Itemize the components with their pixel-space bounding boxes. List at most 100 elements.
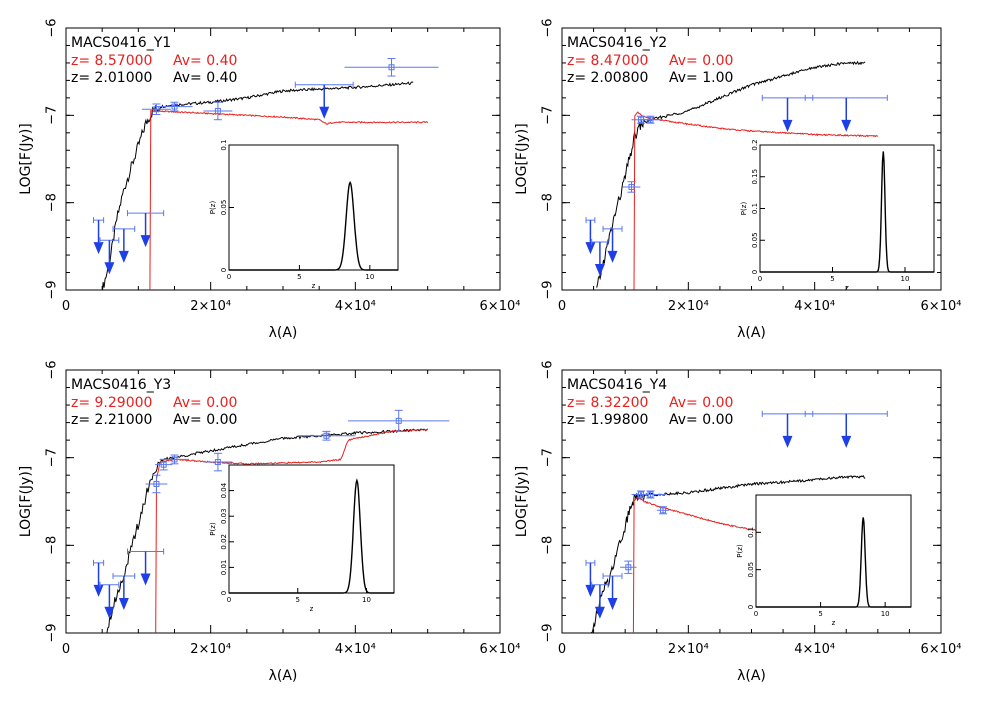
y-tick-label: −7 <box>541 448 556 467</box>
inset-y-title: P(z) <box>736 544 744 558</box>
inset-frame <box>759 144 935 273</box>
inset-y-tick-label: 0 <box>751 270 759 274</box>
plot-area <box>92 58 439 290</box>
legend-av-primary: Av= 0.40 <box>173 53 237 69</box>
pz-inset: 0 5 10 0 0.05 0.1 0.15 0.2 z P(z) <box>740 139 935 292</box>
inset-x-tick-label: 0 <box>227 273 231 281</box>
y-tick-label: −6 <box>541 360 556 379</box>
upper-limit <box>761 410 814 448</box>
y-axis-title: LOG[F(Jy)] <box>514 123 530 194</box>
pz-curve <box>760 151 934 273</box>
photometry-point <box>297 430 356 441</box>
y-axis-title: LOG[F(Jy)] <box>18 466 34 537</box>
limit-arrow-head <box>782 435 793 448</box>
upper-limit <box>294 81 354 119</box>
data-marker <box>625 564 632 571</box>
panel-title: MACS0416_Y4 <box>567 377 667 393</box>
y-tick-label: −6 <box>45 18 60 37</box>
inset-frame <box>755 494 912 608</box>
data-marker <box>214 459 221 466</box>
legend-z-primary: z= 9.29000 <box>71 395 152 411</box>
data-marker <box>214 107 221 114</box>
data-marker <box>647 491 654 498</box>
limit-arrow-head <box>104 606 115 619</box>
inset-y-tick-label: 0.01 <box>220 560 228 576</box>
series-line-high-z <box>149 110 429 290</box>
legend-av-primary: Av= 0.00 <box>669 395 733 411</box>
inset-frame <box>228 144 399 271</box>
sed-panel-4: 0 2×10⁴ 4×10⁴ 6×10⁴ −9 −8 −7 −6 λ(A) LOG[F(Jy)] MA… <box>514 360 961 684</box>
photometry-point <box>203 452 233 472</box>
x-tick-label: 2×10⁴ <box>668 299 709 314</box>
y-tick-label: −8 <box>45 193 60 212</box>
upper-limit <box>804 94 888 132</box>
pz-inset: 0 5 10 0 0.01 0.02 0.03 0.04 z P(z) <box>209 464 395 613</box>
upper-limit <box>585 217 596 255</box>
pz-inset: 0 5 10 0 0.05 0.1 z P(z) <box>736 494 912 627</box>
photometry-point <box>634 490 667 499</box>
inset-x-tick-label: 5 <box>818 610 822 618</box>
x-tick-label: 0 <box>558 299 566 314</box>
inset-y-tick-label: 0.02 <box>220 534 228 550</box>
x-tick-label: 6×10⁴ <box>480 642 521 657</box>
photometry-point <box>145 474 168 494</box>
inset-x-title: z <box>312 282 316 290</box>
sed-panel-2: 0 2×10⁴ 4×10⁴ 6×10⁴ −9 −8 −7 −6 λ(A) LOG[F(Jy)] MA… <box>514 18 961 341</box>
x-tick-label: 4×10⁴ <box>794 299 835 314</box>
x-tick-label: 4×10⁴ <box>794 642 835 657</box>
inset-y-title: P(z) <box>209 201 217 215</box>
upper-limit <box>591 238 609 276</box>
legend-z-secondary: z= 2.21000 <box>71 412 152 428</box>
inset-y-tick-label: 0.2 <box>751 139 759 150</box>
series-line-low-z <box>590 475 866 633</box>
sed-panel-3: 0 2×10⁴ 4×10⁴ 6×10⁴ −9 −8 −7 −6 λ(A) LOG[F(Jy)] MA… <box>18 360 520 684</box>
inset-x-tick-label: 0 <box>754 610 758 618</box>
inset-y-tick-label: 0.1 <box>220 139 228 150</box>
legend-z-secondary: z= 1.99800 <box>567 412 648 428</box>
series-line-high-z <box>155 428 429 633</box>
inset-y-tick-label: 0.05 <box>751 232 759 248</box>
y-tick-label: −9 <box>45 280 60 299</box>
x-tick-label: 4×10⁴ <box>335 299 376 314</box>
y-tick-label: −9 <box>541 280 556 299</box>
y-tick-label: −8 <box>541 193 556 212</box>
inset-x-tick-label: 10 <box>365 273 374 281</box>
plot-area <box>585 60 888 290</box>
inset-frame <box>228 464 395 594</box>
pz-curve <box>229 180 398 271</box>
inset-x-tick-label: 0 <box>758 275 762 283</box>
inset-y-title: P(z) <box>209 522 217 536</box>
inset-y-tick-label: 0.05 <box>220 200 228 216</box>
inset-y-tick-label: 0 <box>747 605 755 609</box>
y-tick-label: −6 <box>541 18 556 37</box>
limit-arrow-head <box>140 573 151 586</box>
photometry-point <box>156 101 193 112</box>
x-tick-label: 0 <box>558 642 566 657</box>
limit-arrow-head <box>782 119 793 132</box>
limit-arrow-head <box>319 106 330 119</box>
data-marker <box>160 461 167 468</box>
y-tick-label: −9 <box>541 623 556 642</box>
upper-limit <box>99 237 120 275</box>
inset-x-tick-label: 5 <box>297 273 301 281</box>
legend-av-primary: Av= 0.00 <box>173 395 237 411</box>
photometry-point <box>141 103 171 115</box>
limit-arrow-head <box>841 435 852 448</box>
legend-z-secondary: z= 2.00800 <box>567 70 648 86</box>
upper-limit <box>804 410 888 448</box>
inset-x-title: z <box>310 605 314 613</box>
pz-curve <box>229 478 394 594</box>
legend-z-primary: z= 8.47000 <box>567 53 648 69</box>
pz-curve <box>756 517 911 608</box>
legend-av-primary: Av= 0.00 <box>669 53 733 69</box>
limit-arrow-head <box>594 263 605 276</box>
upper-limit <box>112 573 136 611</box>
x-tick-label: 6×10⁴ <box>921 299 962 314</box>
limit-arrow-head <box>118 250 129 263</box>
data-marker <box>660 507 667 514</box>
plot-area <box>92 409 450 633</box>
legend-z-secondary: z= 2.01000 <box>71 70 152 86</box>
inset-y-tick-label: 0.03 <box>220 508 228 524</box>
inset-y-tick-label: 0.05 <box>747 562 755 578</box>
